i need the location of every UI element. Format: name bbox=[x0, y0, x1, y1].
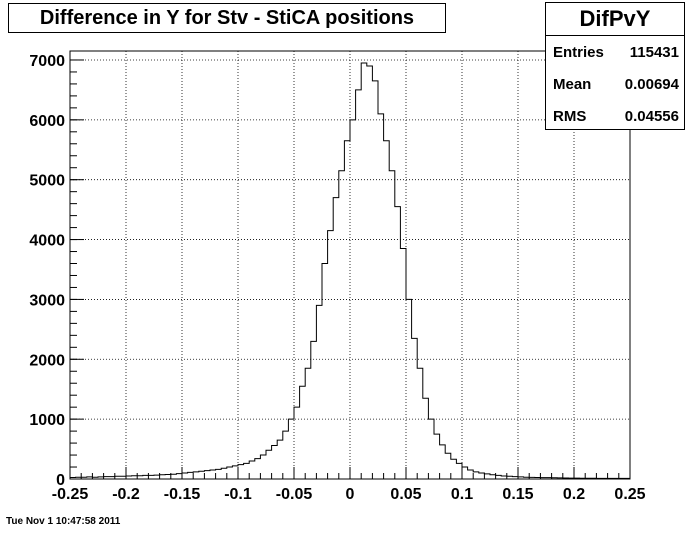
y-tick-label: 4000 bbox=[29, 233, 65, 250]
timestamp: Tue Nov 1 10:47:58 2011 bbox=[6, 516, 121, 527]
stats-histogram-name: DifPvY bbox=[546, 3, 684, 36]
x-tick-label: 0.25 bbox=[614, 486, 645, 503]
y-tick-label: 3000 bbox=[29, 292, 65, 309]
stats-rms-value: 0.04556 bbox=[624, 108, 679, 125]
y-tick-label: 1000 bbox=[29, 412, 65, 429]
stats-rms-label: RMS bbox=[553, 108, 587, 125]
x-tick-label: -0.25 bbox=[52, 486, 89, 503]
stats-entries-row: Entries 115431 bbox=[546, 36, 684, 68]
stats-mean-value: 0.00694 bbox=[624, 76, 679, 93]
stats-entries-value: 115431 bbox=[629, 44, 679, 61]
y-tick-label: 5000 bbox=[29, 173, 65, 190]
y-tick-label: 6000 bbox=[29, 113, 65, 130]
y-tick-label: 0 bbox=[56, 472, 65, 489]
x-tick-label: -0.1 bbox=[224, 486, 252, 503]
stats-mean-label: Mean bbox=[553, 76, 592, 93]
x-tick-label: 0.1 bbox=[451, 486, 473, 503]
stats-box: DifPvY Entries 115431 Mean 0.00694 RMS 0… bbox=[545, 2, 685, 130]
x-tick-label: 0 bbox=[346, 486, 355, 503]
stats-entries-label: Entries bbox=[553, 44, 604, 61]
axes: -0.25 -0.2 -0.15 -0.1 -0.05 0 0.05 0.1 0.15 0.2 0.… bbox=[29, 53, 645, 503]
x-tick-label: 0.15 bbox=[502, 486, 533, 503]
y-tick-label: 2000 bbox=[29, 352, 65, 369]
x-tick-label: 0.2 bbox=[563, 486, 585, 503]
x-tick-label: -0.15 bbox=[164, 486, 201, 503]
grid-lines bbox=[70, 51, 630, 479]
x-tick-label: -0.2 bbox=[112, 486, 140, 503]
x-tick-label: -0.05 bbox=[276, 486, 313, 503]
chart-title: Difference in Y for Stv - StiCA position… bbox=[8, 3, 446, 33]
stats-rms-row: RMS 0.04556 bbox=[546, 100, 684, 132]
stats-mean-row: Mean 0.00694 bbox=[546, 68, 684, 100]
y-tick-label: 7000 bbox=[29, 53, 65, 70]
x-tick-label: 0.05 bbox=[390, 486, 421, 503]
chart-title-text: Difference in Y for Stv - StiCA position… bbox=[39, 6, 415, 29]
